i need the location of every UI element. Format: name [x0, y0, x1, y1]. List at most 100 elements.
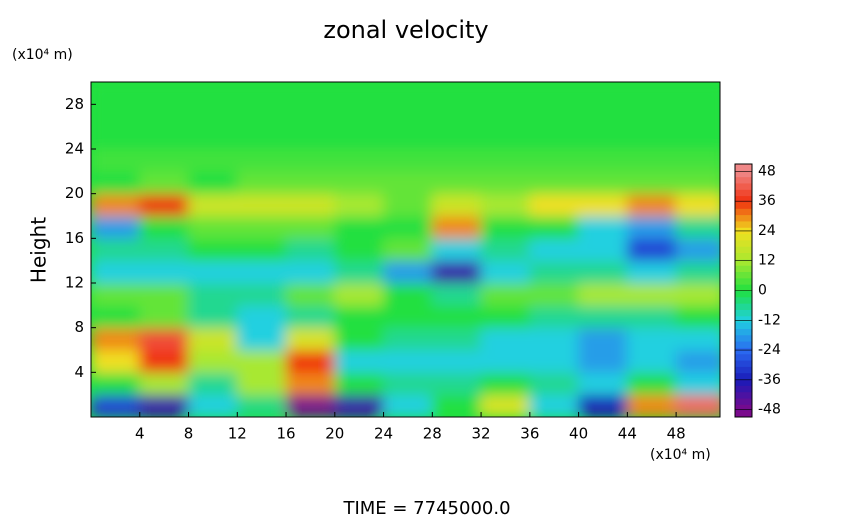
cell: [675, 126, 720, 150]
colorbar-segment: [735, 164, 752, 171]
cell: [91, 126, 141, 150]
cell: [139, 126, 190, 150]
cell: [480, 282, 531, 306]
cell: [431, 103, 482, 128]
cell: [675, 193, 720, 217]
cell: [480, 304, 531, 329]
y-tick-label: 16: [65, 229, 84, 247]
cell: [139, 327, 190, 351]
cell: [675, 82, 720, 105]
cell: [188, 82, 238, 105]
cell: [626, 349, 677, 373]
cell: [188, 327, 238, 351]
cell: [139, 148, 190, 172]
cell: [626, 237, 677, 262]
cell: [626, 394, 677, 417]
cell: [578, 148, 628, 172]
cell: [529, 170, 580, 195]
cell: [334, 237, 385, 262]
cell: [480, 371, 531, 396]
y-tick-label: 24: [65, 140, 84, 158]
cell: [383, 237, 433, 262]
colorbar-label: 24: [758, 223, 776, 239]
colorbar-segment: [735, 379, 752, 386]
cell: [236, 304, 287, 329]
cell: [431, 148, 482, 172]
cell: [578, 371, 628, 396]
cell: [480, 327, 531, 351]
colorbar-label: 36: [758, 193, 776, 209]
cell: [675, 394, 720, 417]
cell: [383, 103, 433, 128]
cell: [675, 349, 720, 373]
cell: [675, 282, 720, 306]
cell: [383, 304, 433, 329]
cell: [578, 260, 628, 284]
colorbar: -48 -36 -24 -12 0 12 24 36 48: [734, 163, 781, 418]
cell: [480, 260, 531, 284]
cell: [578, 327, 628, 351]
cell: [675, 170, 720, 195]
colorbar-segment: [735, 315, 752, 323]
cell: [285, 394, 336, 417]
cell: [675, 237, 720, 262]
cell: [91, 237, 141, 262]
colorbar-segment: [735, 284, 752, 291]
cell: [431, 193, 482, 217]
y-tick-label: 4: [74, 363, 84, 381]
cell: [529, 237, 580, 262]
x-tick-label: 8: [184, 425, 194, 443]
cell: [188, 349, 238, 373]
cell: [383, 349, 433, 373]
cell: [285, 215, 336, 239]
cell: [431, 126, 482, 150]
colorbar-segment: [735, 201, 752, 209]
cell: [431, 394, 482, 417]
cell: [626, 304, 677, 329]
colorbar-segment: [735, 334, 752, 342]
cell: [480, 103, 531, 128]
cell: [383, 215, 433, 239]
colorbar-segment: [735, 239, 752, 247]
cell: [188, 237, 238, 262]
cell: [578, 349, 628, 373]
cell: [431, 371, 482, 396]
colorbar-segment: [735, 309, 752, 317]
cell: [285, 193, 336, 217]
cell: [578, 282, 628, 306]
x-tick-label: 36: [520, 425, 539, 443]
cell: [626, 193, 677, 217]
cell: [91, 327, 141, 351]
colorbar-segment: [735, 353, 752, 361]
cell: [626, 170, 677, 195]
cell: [139, 103, 190, 128]
cell: [383, 193, 433, 217]
cell: [236, 148, 287, 172]
cell: [188, 170, 238, 195]
colorbar-segment: [735, 195, 752, 203]
cell: [236, 170, 287, 195]
colorbar-segment: [735, 290, 752, 298]
colorbar-segment: [735, 170, 752, 178]
x-tick-label: 40: [569, 425, 588, 443]
y-tick-label: 20: [65, 184, 84, 202]
colorbar-segment: [735, 385, 752, 393]
cell: [334, 82, 385, 105]
cell: [285, 148, 336, 172]
colorbar-segment: [735, 322, 752, 329]
colorbar-segment: [735, 271, 752, 279]
cell: [139, 371, 190, 396]
cell: [431, 327, 482, 351]
cell: [188, 304, 238, 329]
y-unit: (x10⁴ m): [12, 47, 73, 63]
cell: [431, 304, 482, 329]
cell: [139, 193, 190, 217]
colorbar-segment: [735, 208, 752, 216]
colorbar-segment: [735, 265, 752, 273]
cell: [529, 215, 580, 239]
colorbar-segment: [735, 258, 752, 266]
cell: [383, 126, 433, 150]
cell: [480, 394, 531, 417]
x-tick-label: 12: [228, 425, 247, 443]
colorbar-segment: [735, 398, 752, 405]
